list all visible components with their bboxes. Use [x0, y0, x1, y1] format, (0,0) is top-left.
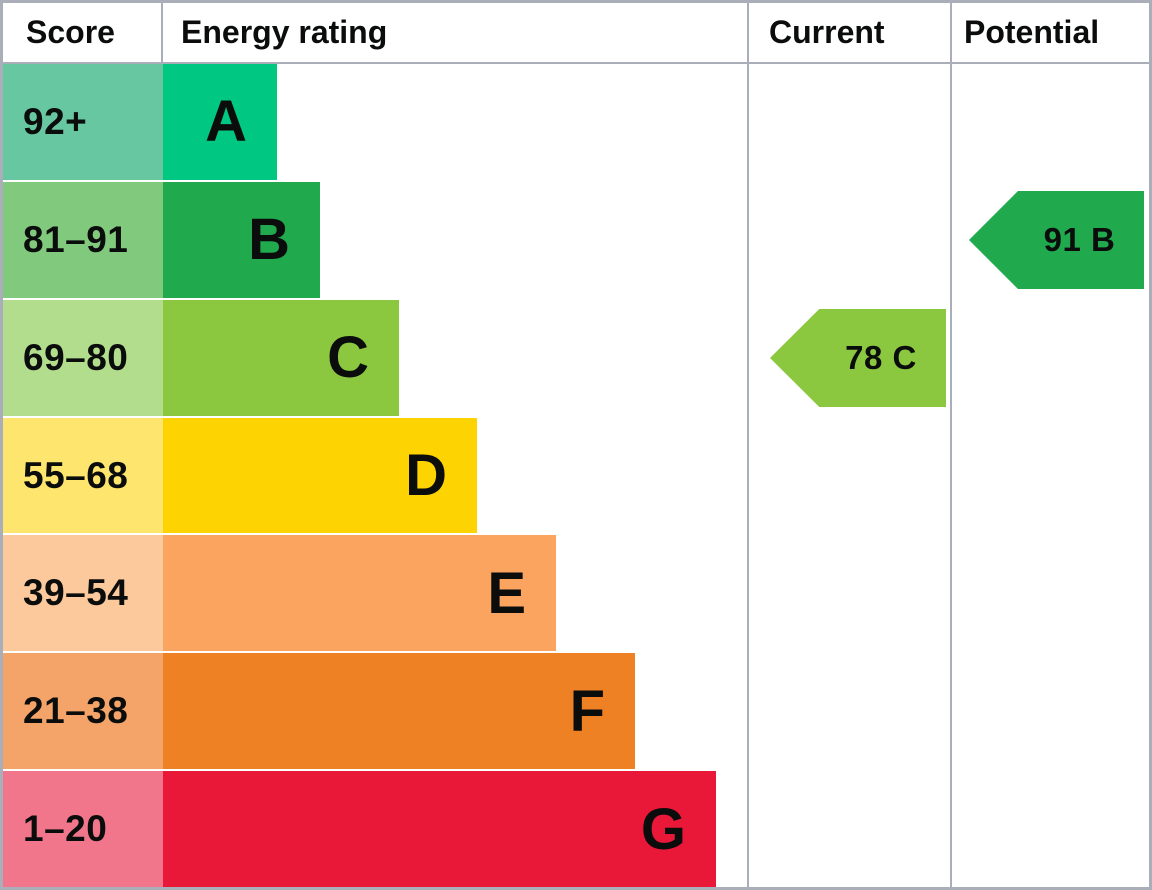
score-range-f: 21–38 [3, 653, 163, 770]
score-range-b: 81–91 [3, 181, 163, 298]
band-bar-a: A [163, 64, 277, 180]
rating-bands: 92+ A 81–91 B 69–80 C 55–68 D 39–54 E 21–38 F 1–20 G [3, 64, 747, 887]
divider-current-potential [950, 3, 952, 887]
band-bar-d: D [163, 417, 477, 534]
band-row-a: 92+ A [3, 64, 747, 180]
band-row-c: 69–80 C [3, 299, 747, 416]
score-range-e: 39–54 [3, 535, 163, 652]
score-range-a: 92+ [3, 64, 163, 180]
potential-rating-label: 91 B [1043, 221, 1116, 258]
band-bar-f: F [163, 653, 635, 770]
divider-energy-current [747, 3, 749, 887]
potential-rating-arrow: 91 B [969, 191, 1144, 289]
header-current: Current [769, 14, 885, 50]
divider-score-energy [161, 3, 163, 62]
band-bar-e: E [163, 535, 556, 652]
band-bar-g: G [163, 771, 716, 887]
band-bar-c: C [163, 299, 399, 416]
band-row-e: 39–54 E [3, 535, 747, 652]
score-range-d: 55–68 [3, 417, 163, 534]
band-row-f: 21–38 F [3, 653, 747, 770]
header-potential: Potential [964, 14, 1100, 50]
score-range-g: 1–20 [3, 771, 163, 887]
current-rating-arrow: 78 C [770, 309, 946, 407]
header-energy-rating: Energy rating [181, 14, 388, 50]
header-score: Score [26, 14, 115, 50]
band-row-d: 55–68 D [3, 417, 747, 534]
current-rating-label: 78 C [845, 339, 917, 376]
header-underline [3, 62, 1149, 64]
band-bar-b: B [163, 181, 320, 298]
band-row-b: 81–91 B [3, 181, 747, 298]
score-range-c: 69–80 [3, 299, 163, 416]
band-row-g: 1–20 G [3, 771, 747, 887]
